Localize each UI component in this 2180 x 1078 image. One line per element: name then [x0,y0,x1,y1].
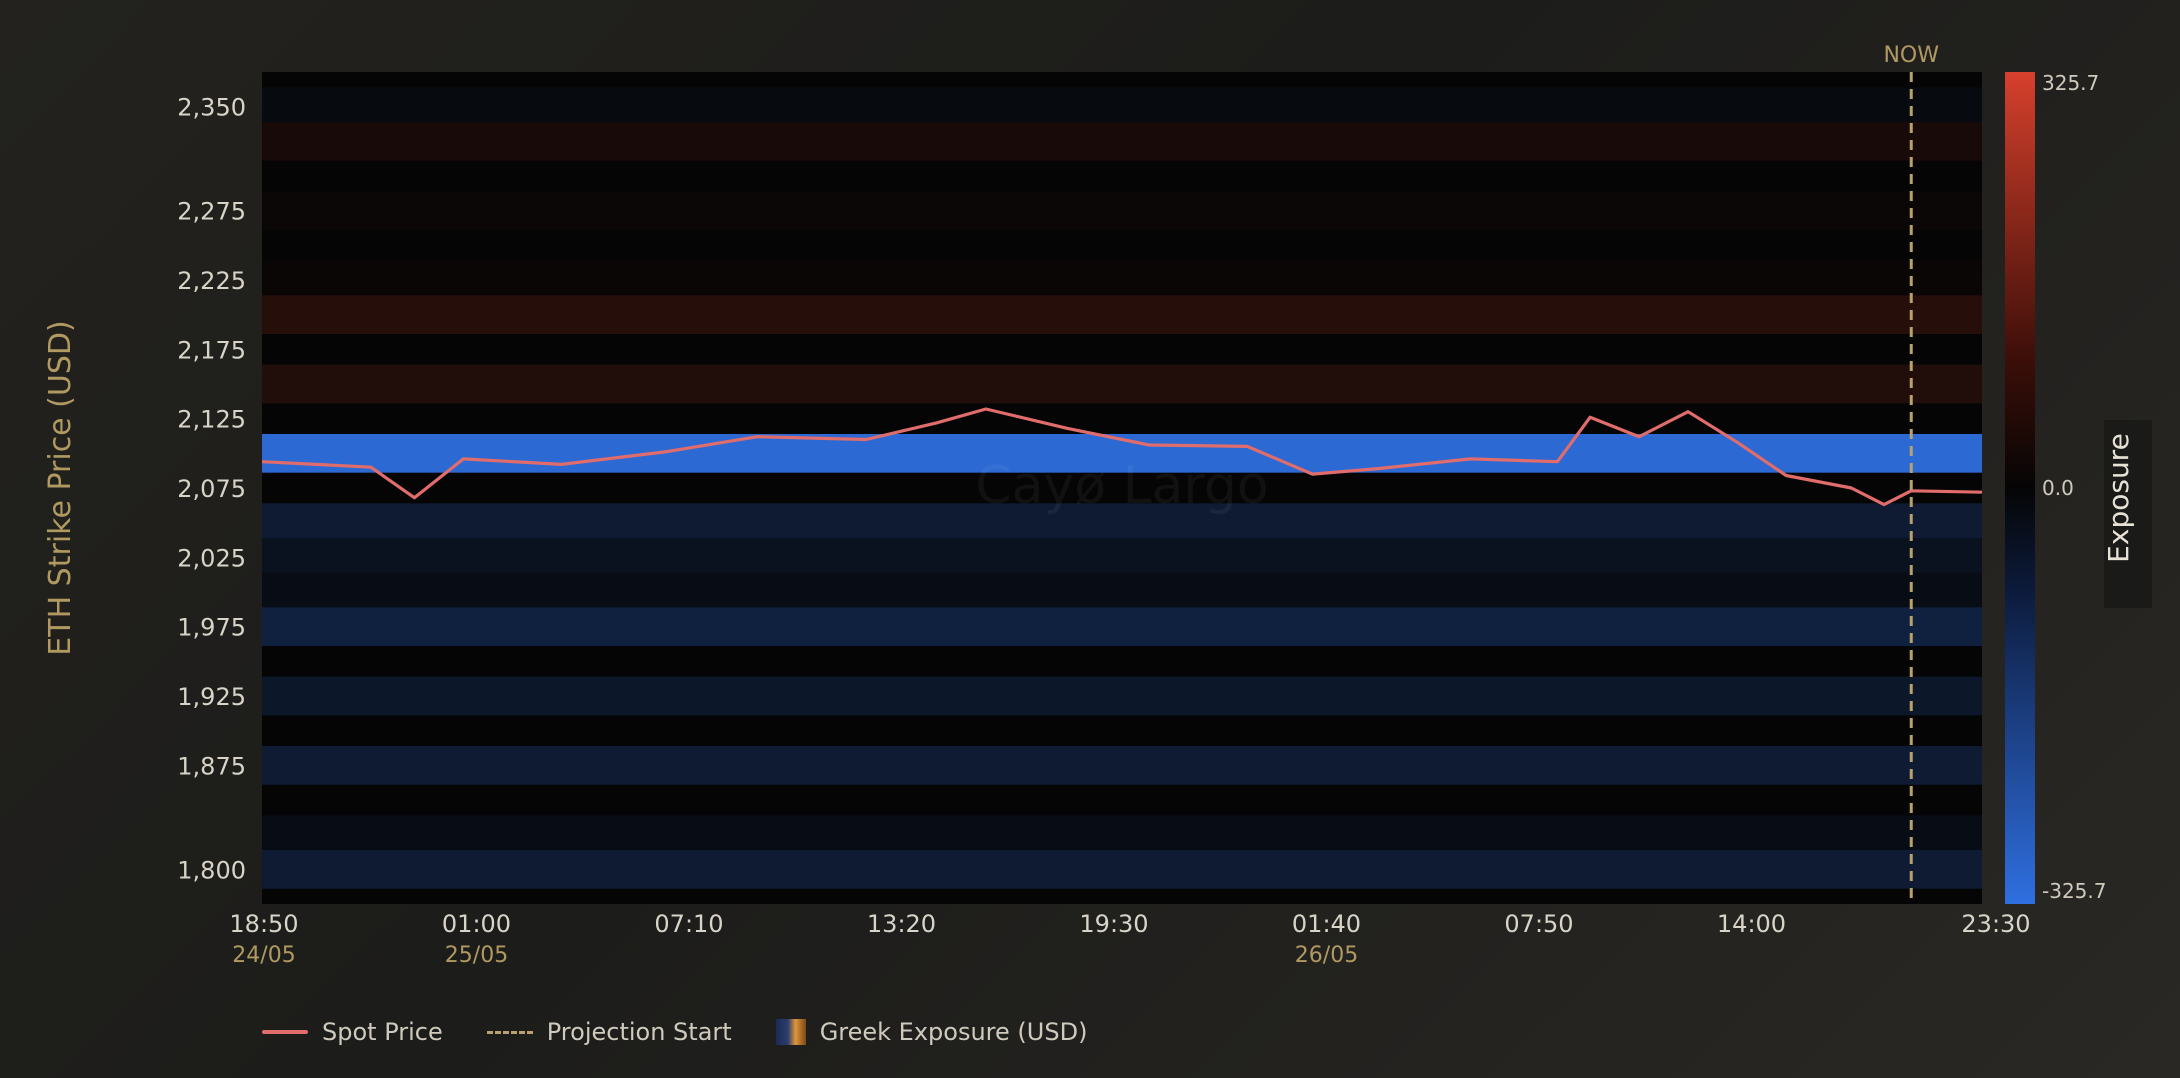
colorbar-mid-label: 0.0 [2042,476,2074,500]
y-axis-ticks: 2,350 2,275 2,225 2,175 2,125 2,075 2,025 1,975… [177,94,246,885]
legend-spot-label: Spot Price [322,1018,443,1046]
spot-price-line [261,407,1983,507]
heat-row-1800 [262,849,1982,889]
y-tick-label: 2,225 [177,267,246,295]
y-tick-label: 2,275 [177,198,246,226]
x-tick-date: 24/05 [232,943,295,968]
colorbar-title: Exposure [2102,433,2135,563]
y-tick-label: 2,025 [177,544,246,572]
x-tick-label: 07:10 [654,910,723,938]
colorbar [2005,72,2035,904]
x-tick-label: 18:50 [229,910,298,938]
legend-item-spot: Spot Price [262,1018,443,1046]
legend-item-projection: Projection Start [486,1018,732,1046]
heat-row-2350 [262,87,1982,127]
projection-swatch [486,1030,533,1034]
heat-row-2150 [262,364,1982,404]
heat-row-1875 [262,745,1982,785]
y-tick-label: 2,350 [177,94,246,122]
heat-row-2225 [262,260,1982,300]
x-tick-label: 07:50 [1504,910,1573,938]
heat-row-1975 [262,607,1982,647]
x-tick-date: 25/05 [445,943,508,968]
legend-item-exposure: Greek Exposure (USD) [775,1018,1088,1046]
heat-row-2275 [262,191,1982,231]
y-tick-label: 2,125 [177,406,246,434]
x-tick-label: 19:30 [1079,910,1148,938]
heat-row-2325 [262,121,1982,161]
heat-layer [262,87,1982,889]
y-tick-label: 1,875 [177,752,246,780]
legend-projection-label: Projection Start [546,1018,732,1046]
heat-row-1825 [262,815,1982,855]
x-tick-label: 14:00 [1717,910,1786,938]
x-tick-label: 01:40 [1292,910,1361,938]
colorbar-title-backdrop [2104,420,2152,608]
x-tick-label: 01:00 [442,910,511,938]
heat-row-2200 [262,295,1982,335]
x-axis-ticks: 18:50 24/05 01:00 25/05 07:10 13:20 19:30 01:40… [229,910,2030,968]
legend: Spot Price Projection Start Greek Exposu… [262,1014,1087,1050]
x-tick-label: 13:20 [867,910,936,938]
y-tick-label: 1,800 [177,856,246,884]
y-tick-label: 2,175 [177,336,246,364]
colorbar-max-label: 325.7 [2042,71,2099,95]
now-label: NOW [1883,43,1939,68]
heat-row-2000 [262,572,1982,612]
colorbar-min-label: -325.7 [2042,879,2106,903]
x-tick-label: 23:30 [1961,910,2030,938]
x-tick-date: 26/05 [1295,943,1358,968]
y-tick-label: 2,075 [177,475,246,503]
heatmap-chart: Cayø Largo 2,350 2,275 2,225 2,175 2,125 2,07… [43,43,2152,968]
heat-row-1925 [262,676,1982,716]
spot-swatch [262,1030,308,1034]
legend-exposure-label: Greek Exposure (USD) [819,1018,1088,1046]
y-tick-label: 1,975 [177,614,246,642]
heat-row-2050 [262,503,1982,543]
y-axis-label: ETH Strike Price (USD) [43,320,78,655]
watermark: Cayø Largo [975,456,1268,516]
exposure-swatch [775,1019,806,1045]
y-tick-label: 1,925 [177,683,246,711]
heat-row-2025 [262,537,1982,577]
